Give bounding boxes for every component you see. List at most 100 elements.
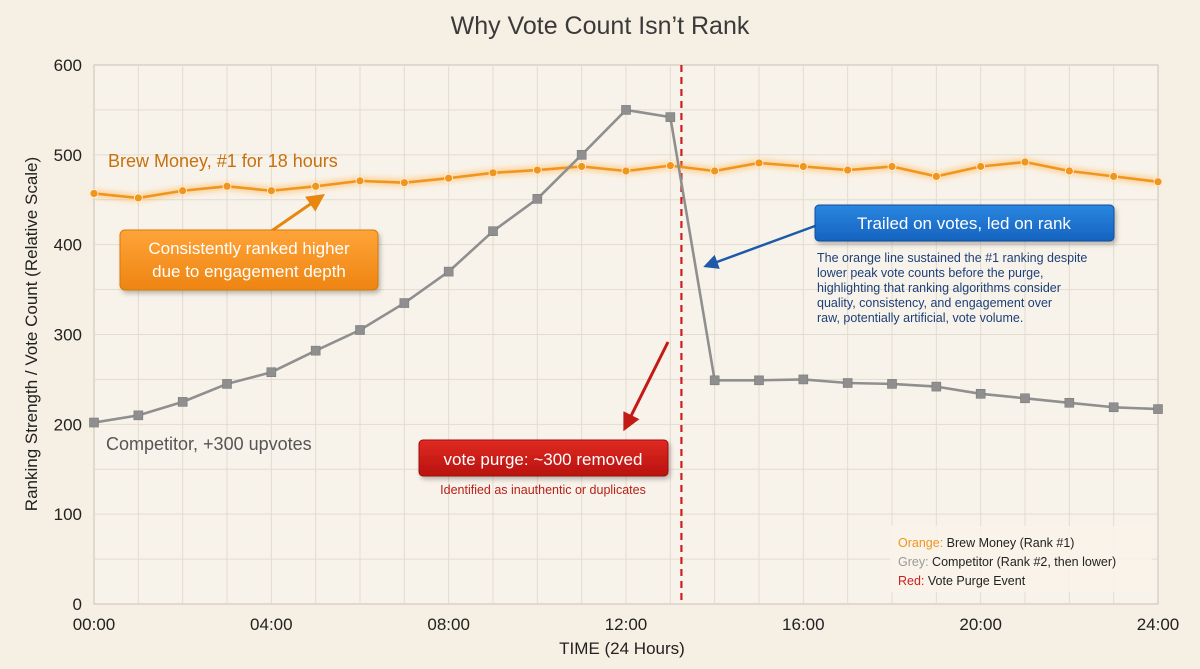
orange-callout: Consistently ranked higher due to engage… (119, 193, 379, 291)
data-point (89, 189, 99, 198)
data-point (1153, 177, 1163, 187)
series-layer (89, 105, 1163, 428)
blue-callout-box (814, 204, 1115, 242)
legend-entry-grey: Grey: Competitor (Rank #2, then lower) (898, 555, 1116, 569)
data-point (931, 171, 941, 181)
y-tick-label: 300 (54, 326, 82, 345)
x-axis-ticks: 00:00 04:00 08:00 12:00 16:00 20:00 24:00 (73, 615, 1180, 634)
data-point (665, 161, 675, 171)
data-point (576, 150, 587, 160)
x-tick-label: 24:00 (1137, 615, 1180, 634)
data-point (1064, 166, 1074, 176)
data-point (754, 158, 764, 168)
blue-callout-text: Trailed on votes, led on rank (857, 214, 1071, 233)
blue-note-line-2: lower peak vote counts before the purge, (817, 266, 1044, 280)
data-point (488, 168, 498, 178)
x-tick-label: 16:00 (782, 615, 825, 634)
data-point (843, 165, 853, 175)
x-tick-label: 20:00 (959, 615, 1002, 634)
y-tick-label: 500 (54, 146, 82, 165)
purge-callout-text: vote purge: ~300 removed (444, 450, 643, 469)
legend-key-grey: Grey: (898, 555, 929, 569)
blue-note-line-3: highlighting that ranking algorithms con… (817, 281, 1061, 295)
data-point (710, 166, 720, 176)
data-point (577, 162, 587, 171)
legend-key-orange: Orange: (898, 536, 943, 550)
data-point (709, 375, 720, 386)
data-point (1064, 397, 1075, 408)
data-point (532, 194, 543, 204)
data-point (665, 112, 676, 122)
y-tick-label: 200 (54, 415, 82, 434)
data-point (887, 379, 897, 389)
data-point (488, 226, 498, 236)
data-point (399, 178, 409, 188)
data-point (133, 193, 143, 203)
data-point (266, 186, 276, 196)
y-tick-label: 100 (54, 505, 82, 524)
data-point (1109, 171, 1119, 181)
data-point (177, 397, 188, 407)
data-point (311, 181, 321, 191)
data-point (842, 378, 853, 388)
data-point (975, 388, 986, 399)
data-point (621, 105, 631, 115)
x-tick-label: 08:00 (427, 615, 470, 634)
y-axis-ticks: 0 100 200 300 400 500 600 (54, 56, 82, 614)
chart-title: Why Vote Count Isn’t Rank (451, 12, 750, 40)
legend: Orange: Brew Money (Rank #1) Grey: Compe… (890, 526, 1152, 592)
orange-callout-box (119, 229, 379, 291)
data-point (443, 266, 454, 277)
legend-text-grey: Competitor (Rank #2, then lower) (929, 555, 1117, 569)
blue-note-line-4: quality, consistency, and engagement ove… (817, 296, 1052, 310)
data-point (444, 173, 454, 183)
data-point (976, 162, 986, 171)
data-point (222, 181, 232, 191)
data-point (89, 417, 99, 428)
purge-callout-arrow (623, 341, 670, 432)
data-point (621, 166, 631, 176)
y-tick-label: 400 (54, 236, 82, 255)
blue-note: The orange line sustained the #1 ranking… (817, 251, 1087, 325)
data-point (1153, 404, 1163, 414)
data-point (355, 176, 365, 186)
series-competitor (89, 105, 1163, 428)
data-point (222, 379, 232, 389)
orange-callout-arrow (269, 193, 325, 234)
data-point (133, 410, 144, 421)
blue-note-line-5: raw, potentially artificial, vote volume… (817, 311, 1023, 325)
data-point (399, 298, 410, 308)
orange-callout-line-1: Consistently ranked higher (148, 239, 350, 258)
blue-note-line-1: The orange line sustained the #1 ranking… (817, 251, 1087, 265)
purge-note: Identified as inauthentic or duplicates (440, 483, 646, 497)
data-point (798, 162, 808, 171)
data-point (355, 325, 365, 335)
data-point (266, 367, 277, 378)
purge-callout: vote purge: ~300 removed Identified as i… (418, 341, 670, 497)
data-point (798, 374, 809, 385)
blue-callout-arrow (703, 224, 816, 269)
x-tick-label: 04:00 (250, 615, 293, 634)
legend-entry-orange: Orange: Brew Money (Rank #1) (898, 536, 1074, 550)
data-point (1020, 393, 1030, 404)
data-point (887, 162, 897, 171)
y-tick-label: 0 (73, 595, 82, 614)
y-tick-label: 600 (54, 56, 82, 75)
series-brew (89, 157, 1163, 203)
data-point (178, 186, 188, 196)
legend-key-red: Red: (898, 574, 924, 588)
legend-entry-red: Red: Vote Purge Event (898, 574, 1026, 588)
data-point (532, 165, 542, 175)
data-point (1108, 402, 1119, 413)
data-point (931, 381, 942, 392)
orange-callout-line-2: due to engagement depth (152, 262, 346, 281)
data-point (310, 345, 321, 356)
brew-money-label: Brew Money, #1 for 18 hours (108, 151, 338, 171)
blue-callout: Trailed on votes, led on rank The orange… (703, 204, 1115, 325)
x-tick-label: 00:00 (73, 615, 116, 634)
legend-text-orange: Brew Money (Rank #1) (943, 536, 1074, 550)
competitor-label: Competitor, +300 upvotes (106, 434, 312, 454)
purge-callout-box (418, 439, 669, 477)
legend-box (890, 526, 1152, 592)
